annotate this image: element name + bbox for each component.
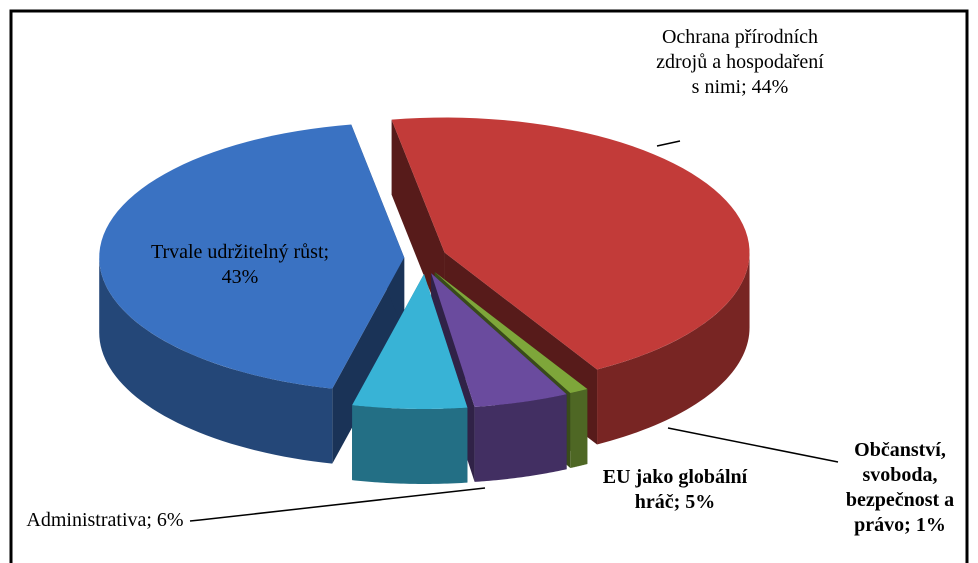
frame xyxy=(9,9,969,563)
leader-line xyxy=(667,427,839,463)
slice xyxy=(434,272,588,394)
slice-wall xyxy=(352,405,468,484)
leader-line xyxy=(189,487,486,522)
slice xyxy=(352,273,468,409)
slice xyxy=(431,273,567,407)
data-label: Administrativa; 6% xyxy=(26,509,184,531)
data-label: Trvale udržitelný růst; 43% xyxy=(150,241,330,288)
data-label: Občanství, svoboda, bezpečnost a právo; … xyxy=(845,439,955,536)
slice-wall xyxy=(597,252,750,445)
slice-wall xyxy=(99,257,333,464)
leader-line xyxy=(656,140,681,147)
slice-wall xyxy=(474,394,567,482)
data-label: Ochrana přírodních zdrojů a hospodaření … xyxy=(656,26,824,98)
slice-wall xyxy=(570,389,588,469)
slice xyxy=(391,117,750,370)
slice xyxy=(99,124,405,389)
slice-side xyxy=(332,257,405,464)
data-label: EU jako globální hráč; 5% xyxy=(602,466,748,513)
